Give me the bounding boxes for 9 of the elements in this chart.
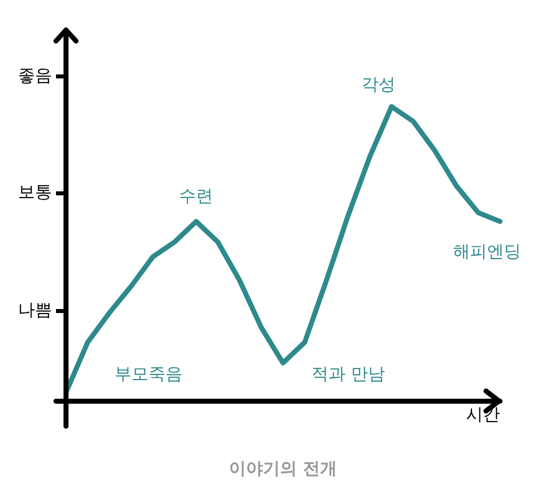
text: 이야기의 전개 [229,459,337,480]
annotation: 적과 만남 [311,364,385,385]
annotation: 부모죽음 [114,364,182,385]
text: 좋음 [18,66,52,86]
annotation: 수련 [179,186,214,206]
text: 각성 [361,75,396,96]
text: 보통 [18,182,52,203]
annotation: 해피엔딩 [452,242,521,262]
text: 나쁨 [18,300,52,320]
